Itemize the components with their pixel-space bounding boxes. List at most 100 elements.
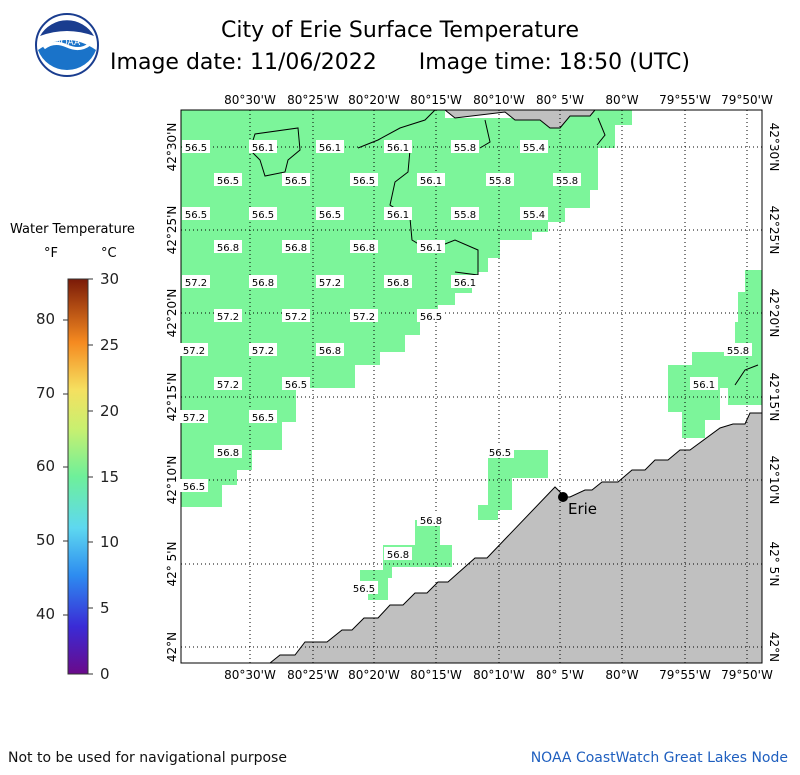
temp-label: 56.8 — [252, 278, 274, 289]
temp-label: 56.8 — [285, 243, 307, 254]
temp-label: 57.2 — [185, 278, 207, 289]
image-datetime: Image date: 11/06/2022 Image time: 18:50 … — [100, 50, 700, 75]
image-date: Image date: 11/06/2022 — [110, 50, 377, 75]
c-tick-20: 20 — [100, 402, 120, 420]
c-tick-30: 30 — [100, 270, 120, 288]
f-tick-60: 60 — [36, 457, 56, 475]
graticule — [181, 110, 762, 663]
temp-label: 56.1 — [420, 243, 442, 254]
lon-label-bottom: 79°50'W — [721, 668, 773, 682]
temp-label: 57.2 — [183, 413, 205, 424]
unit-celsius: °C — [101, 246, 117, 261]
temp-label: 56.5 — [285, 380, 307, 391]
temp-label: 57.2 — [252, 346, 274, 357]
lon-label-bottom: 80°W — [605, 668, 638, 682]
temp-label: 56.8 — [217, 448, 239, 459]
legend-title: Water Temperature — [10, 222, 135, 237]
temp-label: 56.5 — [185, 143, 207, 154]
temp-label: 56.5 — [420, 312, 442, 323]
temp-label: 55.8 — [454, 143, 476, 154]
c-tick-15: 15 — [100, 468, 120, 486]
lat-label-right: 42°N — [767, 632, 781, 662]
temp-label: 55.8 — [727, 346, 749, 357]
temp-label: 56.1 — [693, 380, 715, 391]
f-tick-40: 40 — [36, 605, 56, 623]
lat-label-left: 42°N — [165, 632, 179, 662]
temp-label: 56.1 — [454, 278, 476, 289]
temp-label: 55.4 — [523, 210, 545, 221]
temp-label: 56.5 — [319, 210, 341, 221]
lon-label-top: 80° 5'W — [536, 93, 584, 107]
lon-label-top: 80°W — [605, 93, 638, 107]
noaa-logo: NOAA — [35, 13, 99, 77]
temp-label: 56.8 — [217, 243, 239, 254]
temp-label: 57.2 — [353, 312, 375, 323]
erie-city-marker — [558, 492, 568, 502]
color-scale — [63, 278, 93, 675]
temp-label: 56.5 — [183, 482, 205, 493]
temp-label: 56.1 — [319, 143, 341, 154]
lon-label-bottom: 80°30'W — [224, 668, 276, 682]
lon-label-top: 80°15'W — [410, 93, 462, 107]
c-tick-25: 25 — [100, 336, 120, 354]
unit-fahrenheit: °F — [44, 246, 58, 261]
temp-label: 56.5 — [489, 448, 511, 459]
lat-label-right: 42°25'N — [767, 206, 781, 255]
temp-label: 55.8 — [489, 176, 511, 187]
logo-text: NOAA — [54, 38, 81, 48]
temperature-labels: 56.5 56.1 56.1 56.1 55.8 55.4 56.5 56.5 … — [180, 140, 752, 595]
temp-label: 56.8 — [353, 243, 375, 254]
temp-label: 57.2 — [183, 346, 205, 357]
c-tick-10: 10 — [100, 533, 120, 551]
lon-label-bottom: 80°10'W — [473, 668, 525, 682]
temp-label: 56.1 — [387, 210, 409, 221]
f-tick-70: 70 — [36, 384, 56, 402]
lat-label-right: 42°10'N — [767, 456, 781, 505]
temp-label: 56.8 — [387, 550, 409, 561]
lat-label-right: 42°15'N — [767, 373, 781, 422]
image-time: Image time: 18:50 (UTC) — [418, 50, 690, 75]
isotherms — [249, 109, 759, 386]
f-tick-80: 80 — [36, 310, 56, 328]
f-tick-50: 50 — [36, 531, 56, 549]
temp-label: 56.5 — [185, 210, 207, 221]
temp-label: 55.4 — [523, 143, 545, 154]
lat-label-left: 42° 5'N — [165, 542, 179, 587]
temp-label: 56.8 — [319, 346, 341, 357]
lat-label-left: 42°30'N — [165, 123, 179, 172]
temp-label: 56.5 — [252, 413, 274, 424]
temp-label: 56.1 — [387, 143, 409, 154]
c-tick-0: 0 — [100, 665, 110, 683]
lon-label-top: 80°10'W — [473, 93, 525, 107]
lon-label-bottom: 79°55'W — [659, 668, 711, 682]
temp-label: 56.5 — [353, 176, 375, 187]
lat-label-right: 42°20'N — [767, 289, 781, 338]
temp-label: 56.1 — [420, 176, 442, 187]
disclaimer: Not to be used for navigational purpose — [8, 750, 287, 766]
temp-label: 57.2 — [217, 312, 239, 323]
lon-label-bottom: 80°25'W — [287, 668, 339, 682]
lat-label-left: 42°20'N — [165, 289, 179, 338]
land-north — [443, 109, 597, 129]
temp-label: 56.5 — [252, 210, 274, 221]
lon-label-bottom: 80°20'W — [348, 668, 400, 682]
lon-label-top: 79°55'W — [659, 93, 711, 107]
water-coverage-main — [181, 110, 632, 507]
temp-label: 56.8 — [387, 278, 409, 289]
lon-label-top: 80°25'W — [287, 93, 339, 107]
temp-label: 57.2 — [319, 278, 341, 289]
temp-label: 57.2 — [217, 380, 239, 391]
city-label: Erie — [568, 500, 597, 518]
temp-label: 56.5 — [217, 176, 239, 187]
lon-label-bottom: 80°15'W — [410, 668, 462, 682]
temp-label: 55.8 — [454, 210, 476, 221]
lat-label-right: 42° 5'N — [767, 542, 781, 587]
lat-label-left: 42°15'N — [165, 373, 179, 422]
lon-label-top: 80°20'W — [348, 93, 400, 107]
water-coverage-center — [478, 450, 548, 520]
c-tick-5: 5 — [100, 599, 110, 617]
lat-label-left: 42°25'N — [165, 206, 179, 255]
lon-label-top: 80°30'W — [224, 93, 276, 107]
water-coverage-east — [668, 270, 762, 438]
